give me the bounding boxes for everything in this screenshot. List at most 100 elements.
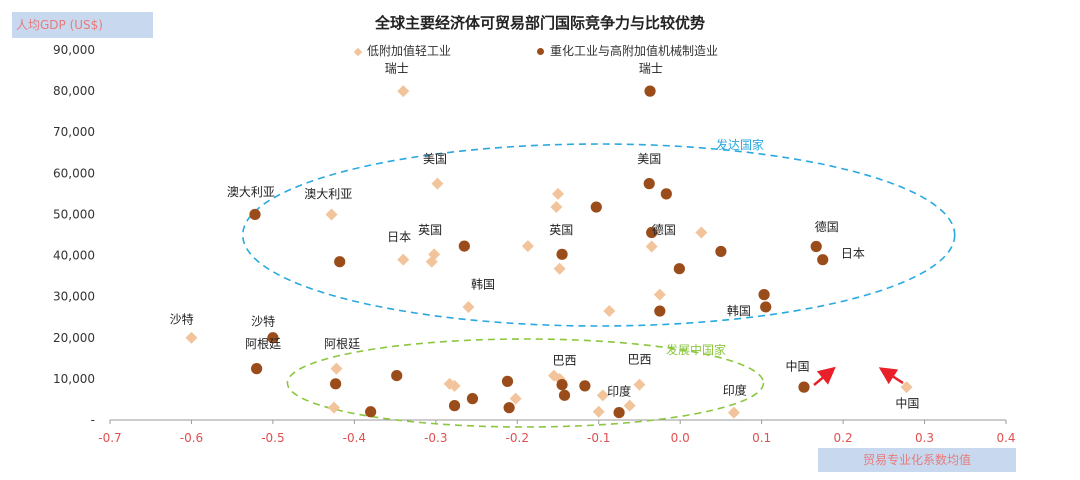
data-point-diamond bbox=[185, 331, 198, 344]
point-label: 沙特 bbox=[170, 311, 194, 326]
x-tick-label: 0.1 bbox=[752, 431, 771, 445]
point-label: 英国 bbox=[549, 223, 573, 237]
data-point-circle bbox=[579, 380, 591, 392]
point-label: 日本 bbox=[387, 230, 411, 244]
point-label: 阿根廷 bbox=[245, 337, 281, 351]
data-point-diamond bbox=[550, 201, 563, 214]
y-tick-label: 40,000 bbox=[53, 249, 95, 263]
data-point-diamond bbox=[653, 288, 666, 301]
data-point-diamond bbox=[397, 253, 410, 266]
data-point-diamond bbox=[330, 362, 343, 375]
data-point-circle bbox=[613, 407, 625, 419]
data-point-circle bbox=[673, 263, 685, 275]
point-label: 印度 bbox=[723, 383, 747, 398]
point-label: 印度 bbox=[607, 383, 631, 398]
y-tick-label: 80,000 bbox=[53, 84, 95, 98]
data-point-diamond bbox=[553, 262, 566, 275]
data-point-diamond bbox=[431, 177, 444, 190]
point-label: 韩国 bbox=[727, 303, 751, 318]
point-label: 巴西 bbox=[553, 354, 577, 368]
point-label: 阿根廷 bbox=[324, 337, 360, 351]
data-point-circle bbox=[646, 226, 658, 239]
point-label: 韩国 bbox=[471, 276, 495, 291]
data-point-circle bbox=[466, 393, 479, 405]
data-point-circle bbox=[760, 301, 772, 313]
data-point-circle bbox=[817, 254, 829, 266]
point-label: 沙特 bbox=[251, 313, 275, 328]
point-label: 美国 bbox=[637, 152, 661, 166]
data-point-circle bbox=[810, 240, 822, 253]
y-tick-label: 90,000 bbox=[53, 43, 95, 57]
data-point-circle bbox=[556, 379, 568, 391]
data-point-diamond bbox=[603, 305, 616, 318]
data-point-diamond bbox=[633, 378, 646, 391]
data-point-diamond bbox=[623, 399, 636, 412]
annotation-developed: 发达国家 bbox=[716, 137, 764, 152]
data-point-circle bbox=[391, 370, 403, 382]
y-tick-label: 50,000 bbox=[53, 207, 95, 221]
data-point-circle bbox=[643, 178, 655, 190]
data-point-circle bbox=[458, 240, 470, 252]
legend-item-heavy: 重化工业与高附加值机械制造业 bbox=[537, 42, 718, 59]
x-tick-label: -0.5 bbox=[261, 431, 284, 445]
point-label: 美国 bbox=[423, 152, 447, 166]
red-arrow-left bbox=[878, 367, 904, 385]
circle-marker-icon bbox=[537, 48, 544, 55]
data-point-diamond bbox=[552, 187, 564, 200]
x-tick-label: -0.2 bbox=[506, 431, 529, 445]
x-tick-label: 0.3 bbox=[915, 431, 934, 445]
data-point-diamond bbox=[328, 401, 340, 414]
y-axis-label: 人均GDP (US$) bbox=[12, 12, 153, 38]
developed-ellipse bbox=[241, 143, 956, 327]
data-point-diamond bbox=[428, 248, 441, 261]
data-point-circle bbox=[715, 245, 727, 258]
x-tick-label: -0.4 bbox=[343, 431, 366, 445]
point-label: 日本 bbox=[841, 247, 865, 261]
data-point-diamond bbox=[645, 240, 658, 253]
data-point-circle bbox=[660, 188, 672, 200]
data-point-circle bbox=[556, 248, 568, 260]
point-label: 瑞士 bbox=[639, 62, 663, 76]
x-tick-label: 0.0 bbox=[671, 431, 690, 445]
data-point-circle bbox=[590, 201, 602, 213]
point-label: 瑞士 bbox=[385, 62, 409, 76]
point-label: 中国 bbox=[785, 359, 809, 374]
point-label: 英国 bbox=[418, 223, 442, 237]
legend-item-light: 低附加值轻工业 bbox=[353, 42, 451, 59]
label-layer: 瑞士 瑞士美国 美国澳大利亚 澳大利亚英国 英国日本日本德国 德国韩国韩国沙特 沙特阿根廷阿… bbox=[170, 62, 920, 411]
data-point-circle bbox=[798, 381, 810, 393]
data-point-circle bbox=[249, 208, 261, 221]
red-arrow-up bbox=[813, 366, 836, 386]
data-point-circle bbox=[558, 389, 571, 401]
legend-label-heavy: 重化工业与高附加值机械制造业 bbox=[550, 44, 719, 58]
data-point-diamond bbox=[900, 381, 913, 394]
data-point-circle bbox=[334, 256, 346, 268]
data-point-diamond bbox=[397, 85, 410, 98]
chart-title: 全球主要经济体可贸易部门国际竞争力与比较优势 bbox=[374, 14, 705, 32]
data-point-circle bbox=[758, 289, 770, 301]
data-point-diamond bbox=[425, 255, 438, 268]
point-label: 澳大利亚 bbox=[227, 185, 275, 199]
x-tick-label: 0.2 bbox=[834, 431, 853, 445]
data-point-diamond bbox=[325, 208, 338, 221]
developing-ellipse bbox=[286, 338, 765, 428]
point-label: 澳大利亚 bbox=[304, 187, 352, 201]
data-point-circle bbox=[503, 402, 515, 414]
data-point-circle bbox=[501, 375, 514, 387]
data-point-diamond bbox=[727, 406, 740, 419]
data-point-diamond bbox=[592, 405, 605, 418]
annotation-developing: 发展中国家 bbox=[666, 342, 726, 357]
data-point-diamond bbox=[448, 379, 461, 392]
y-tick-label: 70,000 bbox=[53, 125, 95, 139]
marker-layer bbox=[185, 85, 913, 419]
data-point-diamond bbox=[695, 226, 708, 239]
y-tick-label: 20,000 bbox=[53, 331, 95, 345]
y-tick-label: 30,000 bbox=[53, 290, 95, 304]
data-point-circle bbox=[644, 85, 656, 97]
data-point-circle bbox=[365, 406, 377, 418]
x-tick-label: -0.1 bbox=[587, 431, 610, 445]
x-tick-label: -0.7 bbox=[98, 431, 121, 445]
x-tick-label: -0.3 bbox=[424, 431, 447, 445]
